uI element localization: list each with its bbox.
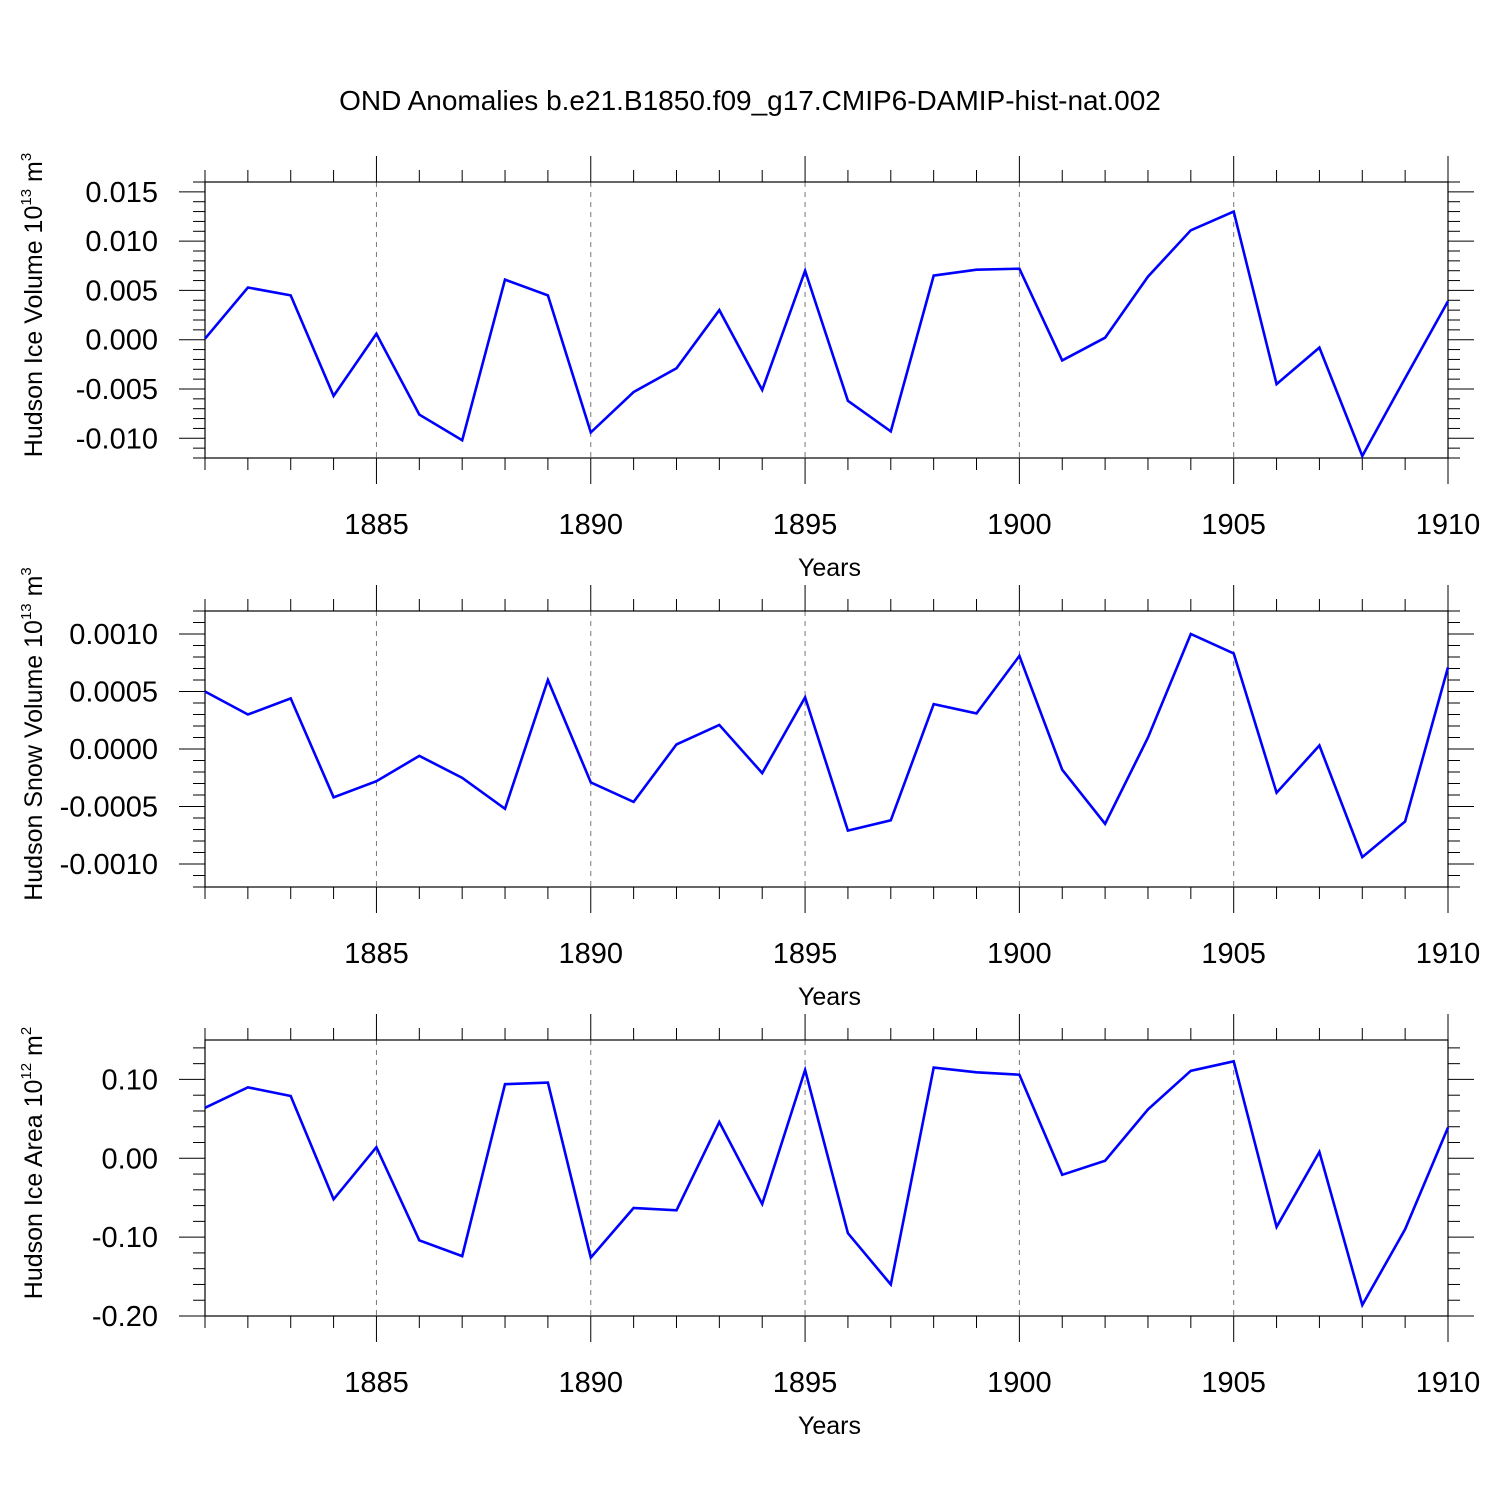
chart-panel-2: 1885 1890 1895 1900 1905 1910 -0.0010 -0.0005 0.…: [18, 567, 1480, 1011]
plot-frame: [204, 1039, 1449, 1317]
x-tick-label: 1895: [773, 1367, 838, 1399]
series-line: [204, 209, 1450, 460]
y-axis-label: Hudson Snow Volume 1013 m3: [18, 567, 48, 901]
x-tick-label: 1900: [987, 509, 1052, 541]
y-tick-label: 0.005: [85, 275, 158, 307]
x-tick-label: 1900: [987, 938, 1052, 970]
y-tick-label: 0.10: [102, 1064, 158, 1096]
chart-panel-1: 1885 1890 1895 1900 1905 1910 -0.010 -0.005 0.00…: [18, 153, 1480, 582]
x-tick-label: 1885: [344, 509, 409, 541]
x-tick-label: 1910: [1416, 938, 1481, 970]
x-tick-label: 1895: [773, 509, 838, 541]
series-line: [204, 632, 1450, 860]
y-tick-label: -0.0010: [60, 849, 158, 881]
x-tick-label: 1885: [344, 938, 409, 970]
x-tick-label: 1895: [773, 938, 838, 970]
y-tick-label: -0.10: [92, 1222, 158, 1254]
series-line: [204, 1059, 1450, 1309]
y-tick-label: -0.010: [76, 423, 158, 455]
figure-title: OND Anomalies b.e21.B1850.f09_g17.CMIP6-…: [339, 85, 1161, 116]
x-tick-label: 1890: [559, 509, 624, 541]
x-axis-label: Years: [798, 1412, 861, 1440]
y-axis-label: Hudson Ice Volume 1013 m3: [18, 153, 48, 457]
x-axis-label: Years: [798, 554, 861, 582]
y-axis-label: Hudson Ice Area 1012 m2: [18, 1027, 48, 1299]
y-tick-label: -0.005: [76, 374, 158, 406]
x-tick-label: 1885: [344, 1367, 409, 1399]
x-tick-label: 1910: [1416, 1367, 1481, 1399]
y-tick-label: 0.010: [85, 226, 158, 258]
x-tick-label: 1910: [1416, 509, 1481, 541]
x-tick-label: 1890: [559, 1367, 624, 1399]
x-tick-label: 1900: [987, 1367, 1052, 1399]
y-tick-label: 0.0010: [69, 619, 158, 651]
x-axis-label: Years: [798, 983, 861, 1011]
y-tick-label: -0.20: [92, 1301, 158, 1333]
y-tick-label: 0.000: [85, 325, 158, 357]
plot-frame: [204, 610, 1449, 888]
x-tick-label: 1890: [559, 938, 624, 970]
x-tick-label: 1905: [1201, 1367, 1266, 1399]
y-tick-label: 0.0005: [69, 677, 158, 709]
y-tick-label: -0.0005: [60, 792, 158, 824]
x-tick-label: 1905: [1201, 509, 1266, 541]
chart-panel-3: 1885 1890 1895 1900 1905 1910 -0.20 -0.10 0.00 0.…: [18, 1014, 1480, 1440]
y-tick-label: 0.015: [85, 177, 158, 209]
y-tick-label: 0.0000: [69, 734, 158, 766]
x-tick-label: 1905: [1201, 938, 1266, 970]
y-tick-label: 0.00: [102, 1143, 158, 1175]
